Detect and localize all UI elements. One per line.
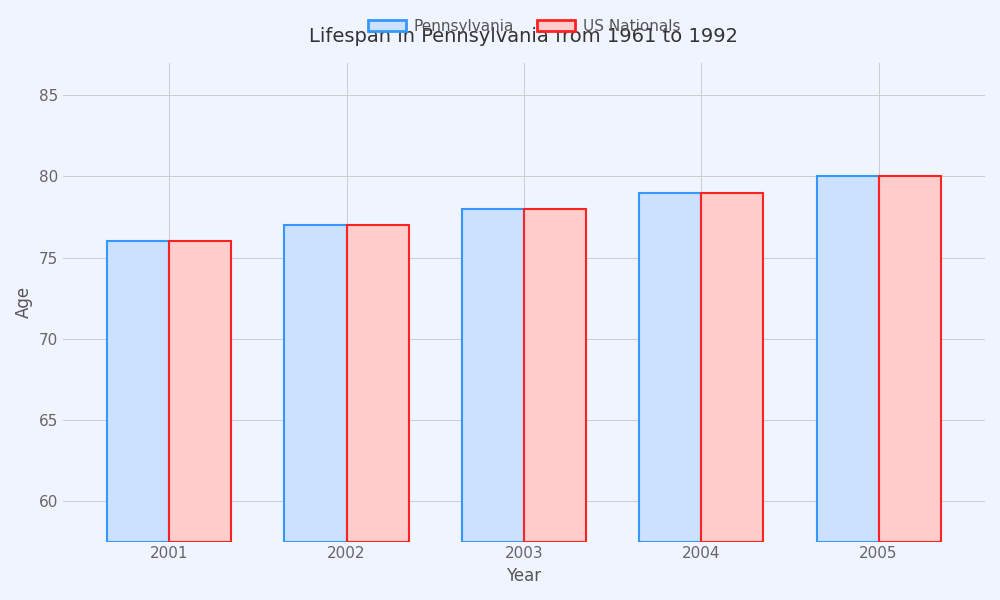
Bar <box>284 225 347 542</box>
Bar <box>169 241 231 542</box>
Bar <box>347 225 409 542</box>
X-axis label: Year: Year <box>506 567 541 585</box>
Bar <box>639 193 701 542</box>
Bar <box>107 241 169 542</box>
Bar <box>701 193 763 542</box>
Bar <box>817 176 879 542</box>
Legend: Pennsylvania, US Nationals: Pennsylvania, US Nationals <box>362 13 686 40</box>
Title: Lifespan in Pennsylvania from 1961 to 1992: Lifespan in Pennsylvania from 1961 to 19… <box>309 27 738 46</box>
Bar <box>524 209 586 542</box>
Y-axis label: Age: Age <box>15 286 33 318</box>
Bar <box>462 209 524 542</box>
Bar <box>879 176 941 542</box>
